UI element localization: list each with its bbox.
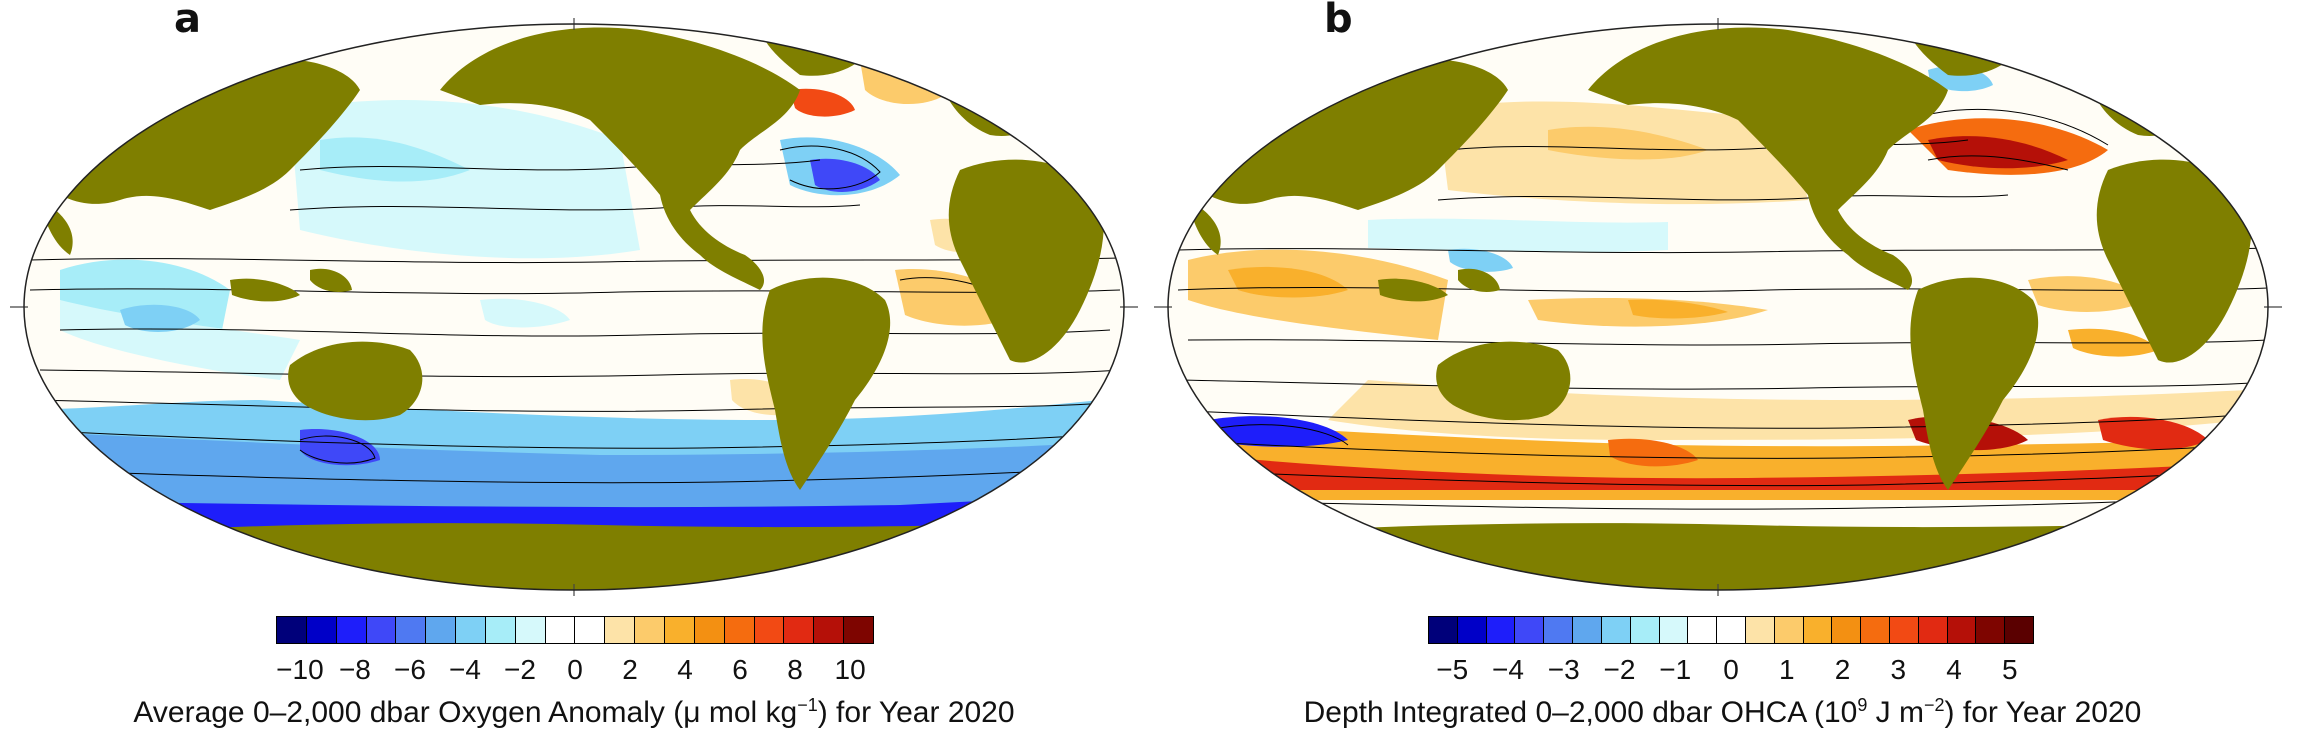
caption-text: J m: [1867, 696, 1925, 729]
panel-letter: a: [174, 0, 201, 42]
australia: [288, 341, 423, 421]
colorbar-swatch: [2005, 617, 2034, 643]
colorbar-tick-label: 2: [622, 654, 638, 685]
panel-b: b: [1148, 0, 2297, 735]
colorbar-tick-label: −3: [1547, 654, 1580, 685]
colorbar-swatch: [1745, 617, 1775, 643]
colorbar-tick-label: 3: [1890, 654, 1907, 685]
colorbar-ticks: −5 −4 −3 −2 −1 0 1 2 3 4 5: [1428, 654, 2034, 686]
colorbar-tick-label: −10: [276, 654, 324, 685]
colorbar-tick-label: 0: [1723, 654, 1739, 685]
colorbar-swatch: [1457, 617, 1487, 643]
colorbar: [1428, 616, 2034, 644]
colorbar-swatch: [1659, 617, 1689, 643]
caption-superscript: −1: [797, 695, 818, 715]
caption-text: ) for Year 2020: [817, 696, 1015, 729]
colorbar-swatch: [1544, 617, 1574, 643]
colorbar-tick-label: −8: [338, 654, 371, 685]
colorbar-swatch: [814, 617, 845, 643]
colorbar-tick-label: 5: [2001, 654, 2018, 685]
antarctica: [24, 520, 1124, 590]
colorbar-swatch: [635, 617, 665, 643]
colorbar-tick-label: 8: [787, 654, 803, 685]
colorbar-tick-label: −2: [1603, 654, 1636, 685]
colorbar-tick-label: 2: [1834, 654, 1851, 685]
colorbar-tick-label: 4: [1946, 654, 1962, 685]
colorbar-caption: Average 0–2,000 dbar Oxygen Anomaly (μ m…: [0, 696, 1148, 730]
colorbar-swatch: [605, 617, 636, 643]
colorbar-swatch: [426, 617, 457, 643]
colorbar-swatch: [306, 617, 337, 643]
colorbar-swatch: [336, 617, 367, 643]
north-america: [440, 27, 800, 290]
colorbar-swatch: [366, 617, 397, 643]
colorbar-tick-label: 0: [567, 654, 583, 685]
colorbar-swatch: [1573, 617, 1602, 643]
colorbar-swatch: [396, 617, 427, 643]
colorbar-swatch: [1486, 617, 1516, 643]
map-outline: [1167, 23, 2269, 591]
colorbar-tick-label: 6: [732, 654, 748, 685]
colorbar-swatch: [784, 617, 815, 643]
africa: [948, 159, 1104, 363]
colorbar-swatch: [754, 617, 785, 643]
antarctica: [1168, 520, 2268, 590]
colorbar-tick-label: −6: [393, 654, 426, 685]
caption-text: Average 0–2,000 dbar Oxygen Anomaly (μ m…: [133, 696, 798, 729]
colorbar-swatch: [575, 617, 606, 643]
colorbar-tick-label: −2: [504, 654, 536, 685]
colorbar-swatch: [1947, 617, 1977, 643]
colorbar-ticks: −10 −8 −6 −4 −2 0 2 4 6 8 10: [276, 654, 874, 686]
colorbar-tick-label: −4: [448, 654, 481, 685]
oxygen-anomaly-map: [10, 18, 1138, 596]
colorbar-swatch: [515, 617, 546, 643]
colorbar-swatch: [456, 617, 486, 643]
panel-a: a: [0, 0, 1148, 735]
colorbar-caption: Depth Integrated 0–2,000 dbar OHCA (109 …: [1148, 696, 2297, 730]
caption-text: ) for Year 2020: [1944, 696, 2142, 729]
colorbar-swatch: [545, 617, 576, 643]
colorbar-swatch: [1688, 617, 1718, 643]
colorbar-swatch: [1515, 617, 1545, 643]
colorbar-tick-label: 4: [677, 654, 693, 685]
map-outline: [23, 23, 1125, 591]
south-america: [1910, 277, 2039, 490]
colorbar-swatch: [1717, 617, 1746, 643]
colorbar-swatch: [1976, 617, 2006, 643]
panel-letter: b: [1324, 0, 1353, 42]
colorbar-swatch: [1774, 617, 1804, 643]
colorbar-tick-label: 1: [1778, 654, 1795, 685]
africa: [2096, 159, 2252, 363]
caption-superscript: 9: [1857, 695, 1868, 715]
north-america: [1588, 27, 1948, 290]
colorbar-swatch: [1918, 617, 1948, 643]
colorbar-swatch: [844, 617, 873, 643]
colorbar-swatch: [1429, 617, 1458, 643]
colorbar-swatch: [485, 617, 516, 643]
colorbar-swatch: [664, 617, 695, 643]
colorbar-tick-label: −4: [1492, 654, 1524, 685]
colorbar-swatch: [277, 617, 307, 643]
caption-text: Depth Integrated 0–2,000 dbar OHCA (10: [1303, 696, 1858, 729]
colorbar-swatch: [724, 617, 755, 643]
colorbar-swatch: [694, 617, 725, 643]
australia: [1436, 341, 1571, 421]
colorbar-tick-label: −5: [1436, 654, 1469, 685]
colorbar-swatch: [1832, 617, 1862, 643]
south-america: [762, 277, 891, 490]
colorbar-swatch: [1803, 617, 1833, 643]
caption-superscript: −2: [1924, 695, 1945, 715]
colorbar-tick-label: −1: [1659, 654, 1692, 685]
colorbar-tick-label: 10: [834, 654, 866, 685]
colorbar-swatch: [1890, 617, 1919, 643]
colorbar-swatch: [1630, 617, 1660, 643]
contour-lines: [24, 145, 1124, 484]
colorbar-swatch: [1861, 617, 1890, 643]
colorbar-swatch: [1601, 617, 1631, 643]
colorbar: [276, 616, 874, 644]
ohca-map: [1154, 18, 2282, 596]
